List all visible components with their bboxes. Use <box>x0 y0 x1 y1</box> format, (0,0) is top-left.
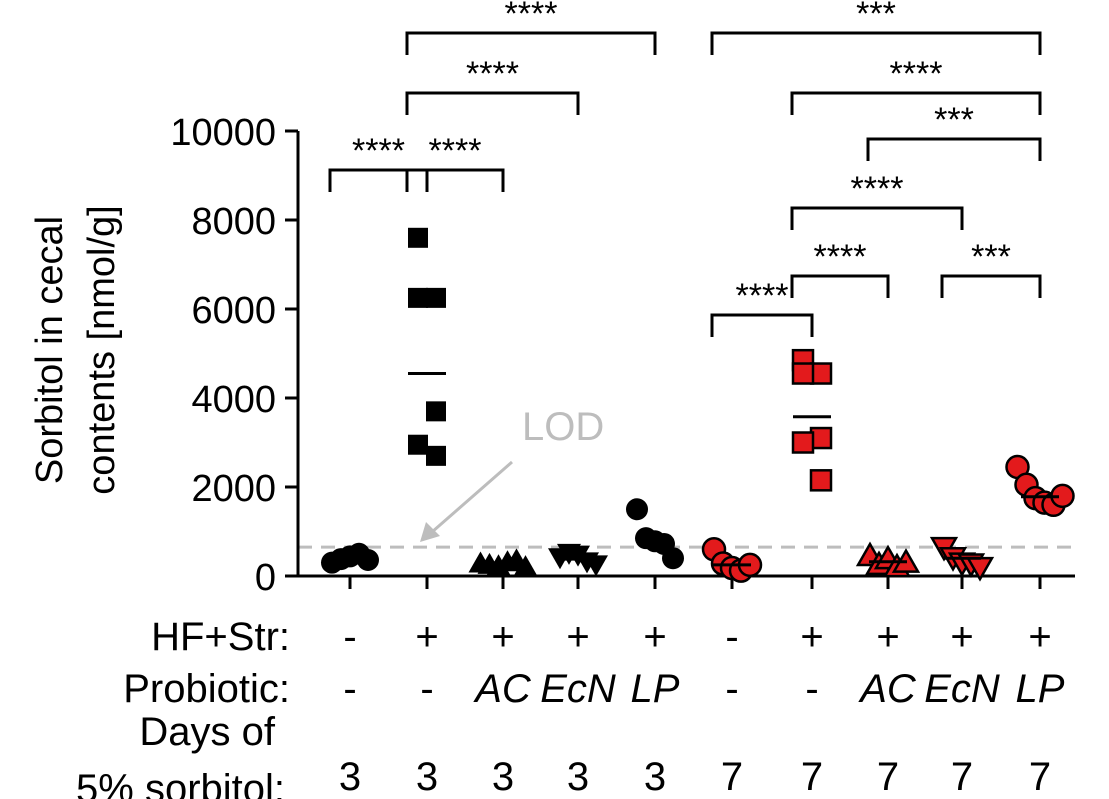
hfstr-value: + <box>491 615 514 659</box>
significance-bracket <box>405 31 657 55</box>
significance-bracket <box>790 91 1042 115</box>
probiotic-value: - <box>420 667 433 711</box>
data-point <box>584 555 608 577</box>
data-point <box>426 287 446 308</box>
lod-label: LOD <box>522 405 604 449</box>
probiotic-value: - <box>725 667 738 711</box>
significance-bracket <box>328 168 429 192</box>
probiotic-value: AC <box>858 667 917 711</box>
y-axis-label-line: contents [nmol/g] <box>81 205 123 494</box>
y-axis-label-line: Sorbitol in cecal <box>29 216 71 484</box>
probiotic-value: EcN <box>540 667 616 711</box>
data-point <box>408 434 428 455</box>
significance-bracket <box>710 31 1042 55</box>
brackets-layer: **** ************************************… <box>328 0 1042 337</box>
significance-bracket <box>790 206 964 230</box>
significance-label: **** <box>736 277 789 315</box>
hfstr-value: + <box>566 615 589 659</box>
significance-bracket <box>940 274 1042 298</box>
days-value: 3 <box>416 755 438 799</box>
y-tick-label: 0 <box>255 557 276 599</box>
y-tick-label: 6000 <box>191 290 276 332</box>
hfstr-value: - <box>343 615 356 659</box>
probiotic-value: LP <box>1016 667 1065 711</box>
data-point <box>626 498 648 521</box>
row-label-days: Days of <box>139 710 275 754</box>
days-value: 7 <box>801 755 823 799</box>
significance-label: **** <box>352 132 405 170</box>
data-point <box>791 431 815 454</box>
condition-table: HF+Str: Probiotic:Days of 5% sorbitol: - - 3 +… <box>76 615 1065 799</box>
days-value: 7 <box>951 755 973 799</box>
significance-label: **** <box>429 132 482 170</box>
data-point <box>426 401 446 422</box>
row-label-probiotic: Probiotic: <box>123 667 290 711</box>
significance-label: **** <box>851 170 904 208</box>
axes-layer: 0 2000 4000 6000 8000 10000 Sorbitol in cecal c… <box>29 112 1075 599</box>
days-value: 7 <box>1029 755 1051 799</box>
data-point <box>357 548 379 571</box>
significance-bracket <box>866 137 1042 161</box>
y-tick-label: 2000 <box>191 468 276 510</box>
significance-label: **** <box>466 55 519 93</box>
significance-label: **** <box>814 238 867 276</box>
days-value: 3 <box>567 755 589 799</box>
significance-label: **** <box>505 0 558 33</box>
hfstr-value: + <box>415 615 438 659</box>
probiotic-value: - <box>343 667 356 711</box>
probiotic-value: EcN <box>924 667 1000 711</box>
significance-bracket <box>790 274 890 298</box>
lod-layer: LOD <box>298 405 1075 549</box>
probiotic-value: LP <box>631 667 680 711</box>
significance-bracket <box>710 313 814 337</box>
days-value: 7 <box>877 755 899 799</box>
hfstr-value: + <box>1028 615 1051 659</box>
days-value: 3 <box>339 755 361 799</box>
row-label-sorbitol: 5% sorbitol: <box>76 767 285 799</box>
significance-label: *** <box>971 238 1011 276</box>
data-point <box>408 227 428 248</box>
y-tick-label: 4000 <box>191 379 276 421</box>
row-label-hfstr: HF+Str: <box>151 615 290 659</box>
lod-arrow-head <box>420 522 440 542</box>
hfstr-value: + <box>643 615 666 659</box>
days-value: 7 <box>721 755 743 799</box>
y-tick-label: 8000 <box>191 201 276 243</box>
data-point <box>426 445 446 466</box>
probiotic-value: AC <box>473 667 532 711</box>
data-point <box>791 362 815 385</box>
days-value: 3 <box>644 755 666 799</box>
data-point <box>809 469 833 492</box>
hfstr-value: + <box>800 615 823 659</box>
data-point <box>408 287 428 308</box>
significance-label: *** <box>856 0 896 33</box>
days-value: 3 <box>492 755 514 799</box>
hfstr-value: - <box>725 615 738 659</box>
lod-arrow-shaft <box>431 460 513 534</box>
means-layer <box>331 372 1059 567</box>
data-point <box>662 547 684 570</box>
y-axis-label: Sorbitol in cecal contents [nmol/g] <box>29 205 123 494</box>
hfstr-value: + <box>950 615 973 659</box>
probiotic-value: - <box>805 667 818 711</box>
significance-bracket <box>405 91 580 115</box>
hfstr-value: + <box>876 615 899 659</box>
data-point <box>513 555 538 577</box>
y-tick-label: 10000 <box>170 112 276 154</box>
significance-label: **** <box>890 55 943 93</box>
significance-label: *** <box>934 101 974 139</box>
significance-bracket <box>405 168 505 192</box>
